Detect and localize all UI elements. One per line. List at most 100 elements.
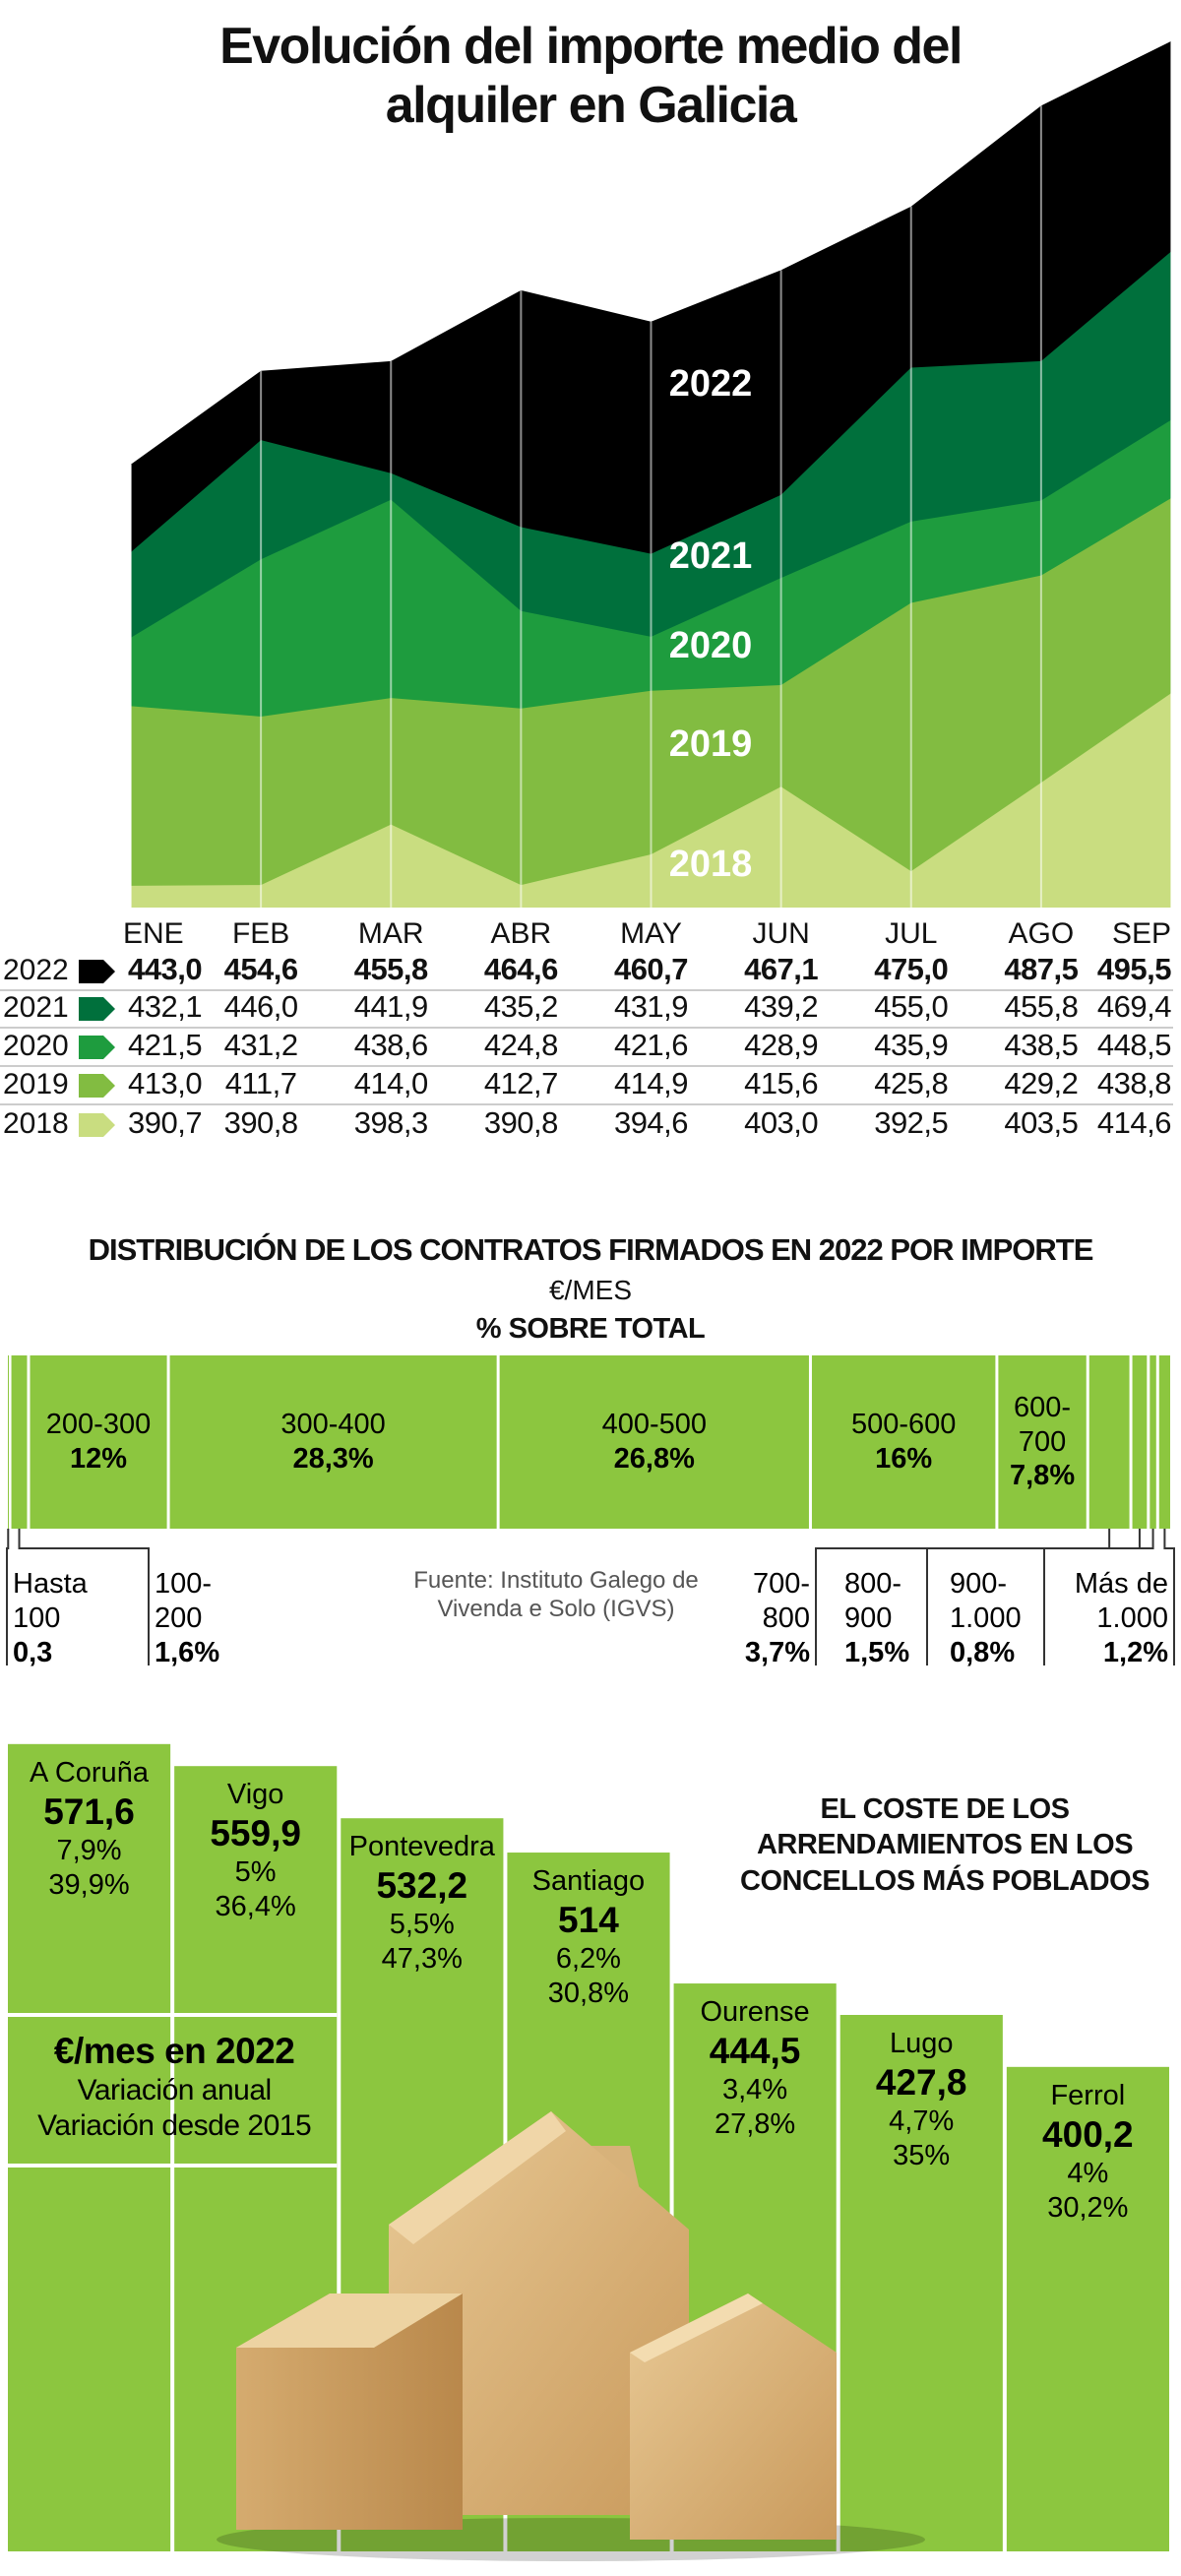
value-label: 28,3%: [292, 1443, 374, 1475]
table-value: 390,7: [128, 1105, 202, 1140]
bar-label: Santiago 514 6,2% 30,8%: [505, 1864, 671, 2011]
chart-note: % SOBRE TOTAL: [475, 1313, 706, 1345]
x-tick-label: ABR: [491, 917, 552, 950]
value-label: 6,2%: [555, 1943, 621, 1976]
segment: [1150, 1355, 1156, 1529]
table-value: 403,0: [744, 1105, 818, 1140]
legend: €/mes en 2022 Variación anual Variación de…: [8, 2030, 341, 2144]
value-label: 444,5: [709, 2030, 801, 2071]
value-label: 1,6%: [155, 1636, 220, 1668]
house-left-top: [236, 2293, 463, 2348]
value-label: 36,4%: [215, 1891, 296, 1923]
value-label: 559,9: [210, 1813, 301, 1853]
table-value: 428,9: [744, 1028, 818, 1062]
segment-label: 500-600 16%: [812, 1355, 995, 1529]
category-label: 400-500: [601, 1409, 707, 1441]
segment: [499, 1355, 809, 1529]
category-label: 100-200: [155, 1568, 213, 1634]
leader-line: [926, 1529, 1141, 1665]
segment-label: 300-400 28,3%: [170, 1355, 497, 1529]
table-value: 415,6: [744, 1066, 818, 1100]
outside-label: 100-200 1,6%: [155, 1567, 238, 1669]
outside-label: 900-1.000 0,8%: [950, 1567, 1038, 1669]
area-label: 2020: [669, 625, 753, 666]
x-tick-label: ENE: [123, 917, 184, 950]
x-tick-label: SEP: [1112, 917, 1171, 950]
bar: [1006, 2066, 1169, 2551]
category-label: Hasta 100: [13, 1568, 88, 1634]
value-label: 5%: [234, 1856, 277, 1889]
table-value: 392,5: [874, 1105, 948, 1140]
value-label: 3,4%: [722, 2074, 788, 2106]
legend-label: 2018: [3, 1107, 69, 1140]
table-value: 421,6: [614, 1028, 688, 1062]
segment: [1158, 1355, 1170, 1529]
chart-title: EL COSTE DE LOS ARRENDAMIENTOS EN LOS CO…: [740, 1793, 1150, 1897]
outside-label: Hasta 100 0,3: [13, 1567, 106, 1669]
table-value: 414,6: [1097, 1105, 1171, 1140]
value-label: 4,7%: [889, 2105, 955, 2138]
category-label: Ferrol: [1050, 2079, 1126, 2111]
category-label: 700-800: [752, 1568, 810, 1634]
value-label: 30,2%: [1047, 2191, 1129, 2224]
value-label: 27,8%: [714, 2108, 796, 2141]
category-label: 200-300: [45, 1409, 152, 1441]
house-big-roof: [389, 2111, 566, 2244]
x-tick-label: MAY: [620, 917, 682, 950]
legend-label: 2022: [3, 954, 69, 986]
legend-entry: Variación desde 2015: [37, 2109, 312, 2143]
chart-subtitle: €/MES: [548, 1275, 633, 1305]
table-value: 455,8: [354, 952, 428, 986]
x-tick-label: JUN: [752, 917, 809, 950]
segment: [1088, 1355, 1130, 1529]
category-label: 900-1.000: [950, 1568, 1022, 1634]
source: Fuente: Instituto Galego de Vivenda e So…: [413, 1567, 699, 1622]
value-label: 400,2: [1042, 2113, 1134, 2155]
segment: [30, 1355, 167, 1529]
table-value: 446,0: [224, 989, 298, 1024]
table-value: 455,8: [1004, 989, 1078, 1024]
house-left: [236, 2293, 463, 2530]
outside-label: Más de 1.000 1,2%: [1058, 1567, 1168, 1669]
value-label: 514: [558, 1899, 619, 1940]
chart-title: DISTRIBUCIÓN DE LOS CONTRATOS FIRMADOS E…: [88, 1232, 1094, 1267]
house-right: [630, 2293, 837, 2540]
table-value: 390,8: [484, 1105, 558, 1140]
value-label: 532,2: [376, 1865, 468, 1906]
table-value: 438,8: [1097, 1066, 1171, 1100]
table-value: 421,5: [128, 1028, 202, 1062]
table-value: 469,4: [1097, 989, 1171, 1024]
leader-line: [1163, 1529, 1175, 1665]
value-label: 0,8%: [950, 1636, 1016, 1668]
legend-entry: Variación anual: [77, 2074, 273, 2107]
table-value: 432,1: [128, 989, 202, 1024]
value-label: 7,9%: [56, 1835, 122, 1866]
table-value: 487,5: [1004, 952, 1078, 986]
table-value: 424,8: [484, 1028, 558, 1062]
outside-label: 700-800 3,7%: [733, 1567, 810, 1669]
table-value: 467,1: [744, 952, 818, 986]
table-value: 460,7: [614, 952, 688, 986]
wooden-houses: [217, 2111, 925, 2561]
value-label: 4%: [1067, 2158, 1109, 2189]
x-tick-label: JUL: [885, 917, 937, 950]
value-label: 35%: [893, 2139, 951, 2171]
table-value: 464,6: [484, 952, 558, 986]
table-value: 412,7: [484, 1066, 558, 1100]
table-value: 413,0: [128, 1066, 202, 1100]
category-label: Pontevedra: [348, 1831, 495, 1863]
segment: [811, 1355, 996, 1529]
legend-label: 2019: [3, 1068, 69, 1100]
bar: [8, 1743, 171, 2551]
category-label: A Coruña: [30, 1756, 149, 1789]
category-label: 500-600: [850, 1409, 957, 1441]
area-chart: 2022 2021 2020 2019 2018 ENE FEB MAR ABR MAY JUN JU…: [0, 40, 1173, 1140]
value-label: 47,3%: [381, 1943, 463, 1976]
table-value: 448,5: [1097, 1028, 1171, 1062]
table-value: 390,8: [224, 1105, 298, 1140]
table-value: 475,0: [874, 952, 948, 986]
segment-label: 400-500 26,8%: [500, 1355, 809, 1529]
table-value: 394,6: [614, 1105, 688, 1140]
house-right-roof: [630, 2293, 763, 2362]
